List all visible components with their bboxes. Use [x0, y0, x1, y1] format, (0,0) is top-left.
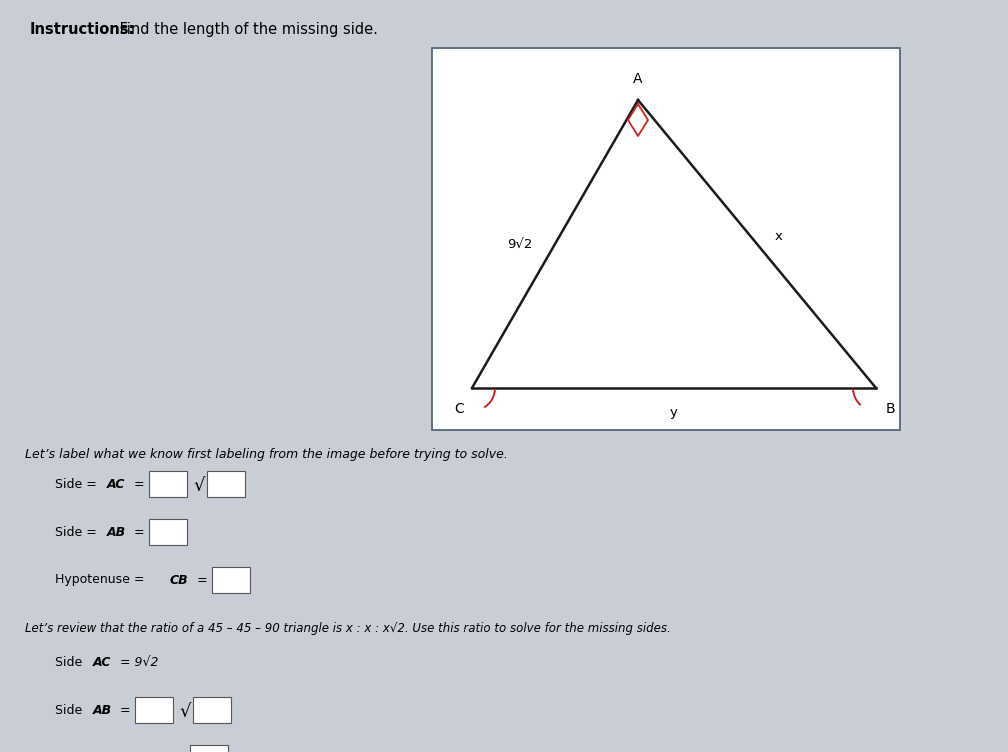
Bar — [193, 697, 231, 723]
Text: A: A — [633, 72, 643, 86]
Text: AC: AC — [107, 478, 125, 490]
Text: Let’s review that the ratio of a 45 – 45 – 90 triangle is x : x : x√2. Use this : Let’s review that the ratio of a 45 – 45… — [25, 622, 670, 635]
Bar — [432, 48, 900, 430]
Text: Side: Side — [55, 656, 87, 669]
Text: C: C — [455, 402, 464, 416]
Bar — [190, 745, 228, 752]
Text: AC: AC — [93, 656, 111, 669]
Text: √: √ — [193, 477, 205, 495]
Text: B: B — [886, 402, 896, 416]
Bar — [207, 471, 245, 497]
Bar — [212, 567, 250, 593]
Text: =: = — [130, 478, 148, 490]
Text: √: √ — [179, 703, 191, 721]
Text: =: = — [130, 526, 148, 538]
Text: CB: CB — [170, 574, 188, 587]
Text: =: = — [193, 574, 212, 587]
Text: =: = — [116, 704, 135, 717]
Text: y: y — [670, 406, 678, 419]
Text: Find the length of the missing side.: Find the length of the missing side. — [115, 22, 378, 37]
Bar — [149, 519, 187, 545]
Text: = 9√2: = 9√2 — [116, 656, 158, 669]
Text: AB: AB — [107, 526, 126, 538]
Text: Instructions:: Instructions: — [30, 22, 135, 37]
Text: Hypotenuse =: Hypotenuse = — [55, 574, 148, 587]
Text: Side =: Side = — [55, 478, 101, 490]
Text: 9√2: 9√2 — [508, 238, 533, 250]
Bar — [149, 471, 187, 497]
Text: Side =: Side = — [55, 526, 101, 538]
Text: Side: Side — [55, 704, 87, 717]
Text: AB: AB — [93, 704, 112, 717]
Bar — [135, 697, 173, 723]
Text: Let’s label what we know first labeling from the image before trying to solve.: Let’s label what we know first labeling … — [25, 448, 508, 461]
Text: x: x — [775, 229, 783, 242]
